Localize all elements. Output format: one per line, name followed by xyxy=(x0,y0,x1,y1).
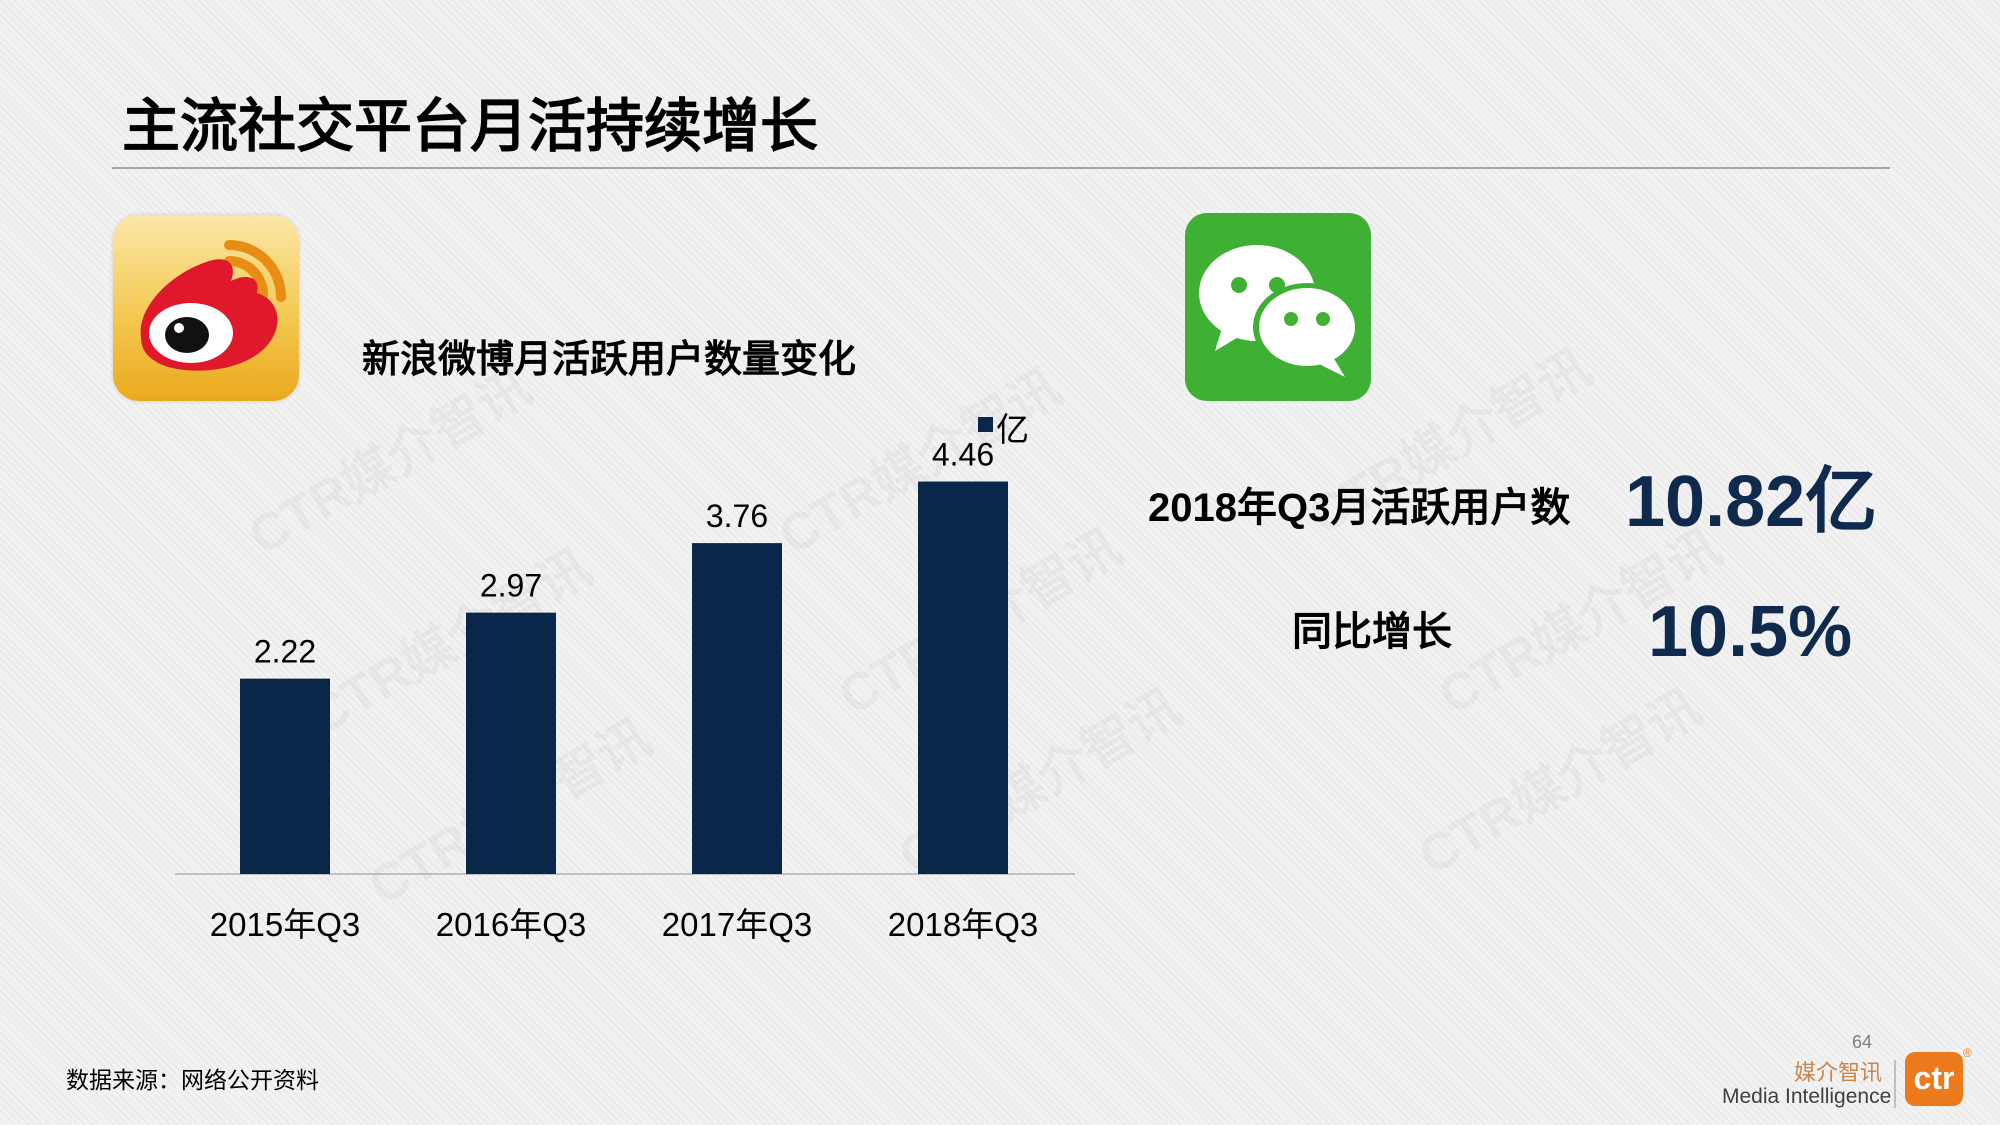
category-label-1: 2015年Q3 xyxy=(210,906,360,943)
brand-name-en: Media Intelligence xyxy=(1722,1085,1892,1108)
chart-title: 新浪微博月活跃用户数量变化 xyxy=(362,339,857,381)
weibo-logo-icon xyxy=(113,215,299,401)
bar-3 xyxy=(692,543,782,874)
wechat-yoy-label: 同比增长 xyxy=(1292,610,1452,654)
category-label-2: 2016年Q3 xyxy=(436,906,586,943)
wechat-yoy-value: 10.5% xyxy=(1648,592,1853,672)
legend-swatch xyxy=(978,417,993,432)
slide-title: 主流社交平台月活持续增长 xyxy=(122,94,819,159)
data-label-3: 3.76 xyxy=(706,498,768,534)
brand-name-cn: 媒介智讯 xyxy=(1793,1060,1882,1085)
legend-label: 亿 xyxy=(996,411,1029,448)
data-label-2: 2.97 xyxy=(480,568,542,604)
wechat-mau-label: 2018年Q3月活跃用户数 xyxy=(1148,486,1571,530)
wechat-mau-value: 10.82亿 xyxy=(1625,462,1878,542)
data-source-note: 数据来源：网络公开资料 xyxy=(66,1067,319,1093)
title-divider xyxy=(112,167,1890,169)
bar-4 xyxy=(918,481,1008,874)
category-label-4: 2018年Q3 xyxy=(888,906,1038,943)
data-label-1: 2.22 xyxy=(254,634,316,670)
ctr-logo-icon: ctr xyxy=(1905,1052,1963,1106)
bar-2 xyxy=(466,612,556,874)
data-label-4: 4.46 xyxy=(932,437,994,473)
bar-1 xyxy=(240,678,330,874)
chart-legend: 亿 xyxy=(978,410,1029,450)
category-label-3: 2017年Q3 xyxy=(662,906,812,943)
registered-mark: ® xyxy=(1963,1046,1972,1060)
brand-divider xyxy=(1894,1060,1896,1108)
wechat-logo-icon xyxy=(1185,213,1371,401)
page-number: 64 xyxy=(1852,1032,1873,1052)
